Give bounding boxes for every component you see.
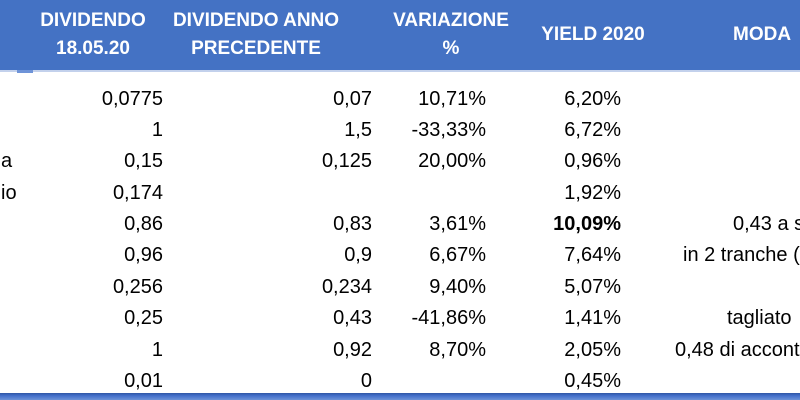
cell-dividendo: 0,01 [124,370,163,392]
header-cell-border-tick [17,70,33,73]
cell-label: io [1,182,17,204]
cell-precedente: 0,9 [344,244,372,266]
cell-variazione: 9,40% [429,276,486,298]
cell-yield: 6,72% [564,119,621,141]
cell-variazione: 10,71% [418,88,486,110]
cell-dividendo: 1 [151,339,163,361]
cell-precedente: 0 [360,370,372,392]
cell-yield: 10,09% [553,213,621,235]
cell-yield: 0,96% [564,150,621,172]
header-anno-line1: DIVIDENDO ANNO [172,10,340,31]
table-row: io 0,174 1,92% [0,178,800,209]
header-dividendo-anno-precedente: DIVIDENDO ANNO PRECEDENTE [166,7,346,63]
cell-precedente: 0,92 [333,339,372,361]
cell-yield: 1,92% [564,182,621,204]
cell-moda [660,146,800,177]
cell-variazione: -41,86% [411,307,487,329]
cell-precedente: 0,83 [333,213,372,235]
next-table-header-edge [0,393,800,400]
cell-variazione: 6,67% [429,244,486,266]
cell-precedente: 0,43 [333,307,372,329]
cell-variazione: 3,61% [429,213,486,235]
header-anno-line2: PRECEDENTE [191,38,321,59]
cell-variazione: -33,33% [411,119,487,141]
cell-dividendo: 0,256 [112,276,163,298]
header-yield-2020: YIELD 2020 [541,24,645,45]
cell-precedente: 0,234 [321,276,372,298]
table-row: 0,01 0 0,45% [0,366,800,397]
header-dividendo-line1: DIVIDENDO [40,10,146,31]
header-dividendo-line2: 18.05.20 [56,38,130,59]
cell-precedente: 1,5 [344,119,372,141]
cell-yield: 2,05% [564,339,621,361]
cell-yield: 5,07% [564,276,621,298]
table-row: 0,96 0,9 6,67% 7,64% in 2 tranche ( [0,240,800,271]
cell-precedente: 0,07 [333,88,372,110]
cell-yield: 0,45% [564,370,621,392]
cell-variazione [380,178,486,209]
cell-variazione: 20,00% [418,150,486,172]
header-variazione: VARIAZIONE % [391,7,511,63]
header-dividendo: DIVIDENDO 18.05.20 [28,7,158,63]
cell-moda [660,115,800,146]
table-row: 0,256 0,234 9,40% 5,07% [0,272,800,303]
cell-dividendo: 0,25 [124,307,163,329]
cell-dividendo: 1 [151,119,163,141]
cell-moda: 0,43 a s [733,213,800,235]
cell-moda [660,272,800,303]
table-row: 0,0775 0,07 10,71% 6,20% [0,84,800,115]
table-row: a 0,15 0,125 20,00% 0,96% [0,146,800,177]
cell-precedente [200,178,372,209]
cell-variazione: 8,70% [429,339,486,361]
cell-dividendo: 0,15 [124,150,163,172]
cell-yield: 1,41% [564,307,621,329]
header-moda: MODA [733,24,792,45]
cell-dividendo: 0,174 [112,182,163,204]
cell-moda: tagliato [727,307,792,329]
table-row: 0,86 0,83 3,61% 10,09% 0,43 a s [0,209,800,240]
cell-yield: 6,20% [564,88,621,110]
header-variazione-line1: VARIAZIONE [393,10,509,31]
table-header-row: DIVIDENDO 18.05.20 DIVIDENDO ANNO PRECED… [0,0,800,70]
cell-dividendo: 0,86 [124,213,163,235]
header-variazione-line2: % [442,38,460,59]
cell-dividendo: 0,0775 [101,88,163,110]
table-row: 1 0,92 8,70% 2,05% 0,48 di accont [0,335,800,366]
table-row: 1 1,5 -33,33% 6,72% [0,115,800,146]
cell-moda [660,84,800,115]
cell-label: a [1,150,13,172]
cell-moda: 0,48 di accont [675,339,800,361]
table-row: 0,25 0,43 -41,86% 1,41% tagliato [0,303,800,334]
cell-moda: in 2 tranche ( [683,244,800,266]
cell-dividendo: 0,96 [124,244,163,266]
header-underline [0,70,800,72]
cell-precedente: 0,125 [321,150,372,172]
cell-moda [660,178,800,209]
cell-yield: 7,64% [564,244,621,266]
